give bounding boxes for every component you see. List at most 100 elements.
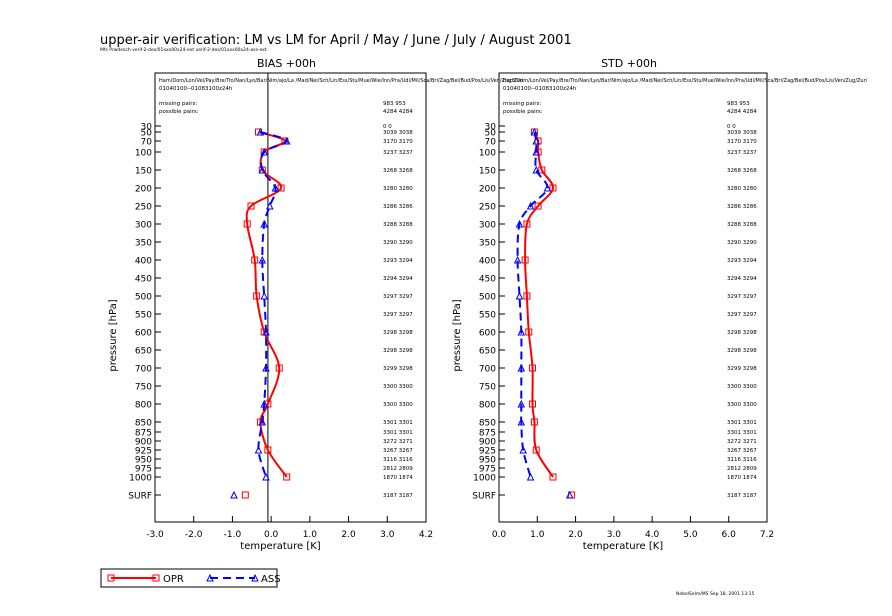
std-ass-data-point: [513, 255, 522, 264]
bias-y-tick-label: 800: [135, 401, 152, 411]
legend-opr-label: OPR: [163, 574, 184, 585]
std-opr-data-point: [538, 166, 546, 174]
std-opr-data-point: [529, 364, 536, 372]
std-opr-data-point: [523, 292, 531, 300]
std-station-list: Ham/Dom/Lon/Vel/Pay/Bre/Tro/Nan/Lyo/Bar/…: [503, 78, 868, 84]
std-opr-data-point: [530, 418, 538, 426]
std-y-tick-label: 800: [479, 401, 496, 411]
bias-y-tick-label: 350: [135, 239, 152, 249]
std-missing-pairs-label: missing pairs:: [503, 101, 541, 107]
bias-ass-data-point: [262, 363, 270, 372]
bias-x-tick-label: 4.2: [419, 530, 433, 540]
bias-ass-data-point: [260, 147, 269, 156]
bias-x-tick-label: 1.0: [303, 530, 318, 540]
legend-opr-marker: [107, 574, 115, 582]
std-y-tick-label: 200: [479, 185, 496, 195]
std-y-tick-label: 500: [479, 293, 496, 303]
std-ass-data-point: [515, 291, 524, 300]
bias-plot-frame: [154, 72, 427, 523]
std-ass-data-point: [517, 327, 526, 336]
std-panel-title: STD +00h: [601, 57, 657, 70]
std-pair-count: 3170 3170: [727, 139, 757, 145]
std-missing-pairs-values: 983 953: [727, 101, 750, 107]
std-pair-count: 2812 2809: [727, 466, 757, 472]
bias-y-tick-label: 100: [135, 149, 152, 159]
std-panel: STD +00h Ham/Dom/Lon/Vel/Pay/Bre/Tro/Nan/…: [452, 57, 868, 552]
std-pair-count: 0 0: [727, 124, 736, 130]
figure-title: upper-air verification: LM vs LM for Apr…: [100, 33, 572, 48]
std-y-tick-label: 450: [479, 275, 496, 285]
legend-ass-label: ASS: [261, 574, 281, 585]
std-y-tick-label: 70: [485, 138, 497, 148]
std-pair-count: 1870 1874: [727, 475, 757, 481]
std-ass-data-point: [532, 147, 541, 156]
std-y-tick-label: 975: [479, 465, 496, 475]
legend-box: [100, 568, 278, 588]
legend-ass-marker: [251, 573, 259, 582]
bias-y-tick-label: 1000: [129, 474, 152, 484]
bias-x-axis-label: temperature [K]: [240, 541, 320, 552]
bias-pair-count: 3301 3301: [383, 430, 413, 436]
std-pair-count: 3039 3038: [727, 130, 757, 136]
bias-pair-count: 3297 3297: [383, 294, 413, 300]
bias-pair-count: 3272 3271: [383, 439, 413, 445]
bias-pair-count: 3298 3298: [383, 330, 413, 336]
bias-y-tick-label: 600: [135, 329, 152, 339]
bias-missing-pairs-label: missing pairs:: [159, 101, 197, 107]
std-y-tick-label: 300: [479, 221, 496, 231]
bias-pair-count: 3298 3298: [383, 348, 413, 354]
std-y-tick-label: 925: [479, 447, 496, 457]
std-opr-series-line: [524, 131, 554, 478]
std-ass-data-point: [515, 219, 524, 228]
bias-y-tick-label: 900: [135, 438, 152, 448]
bias-possible-pairs-label: possible pairs:: [159, 109, 199, 115]
std-ass-series-line: [516, 131, 549, 478]
std-y-tick-label: 950: [479, 456, 496, 466]
bias-y-tick-label: 70: [141, 138, 153, 148]
std-x-tick-label: 1.0: [530, 530, 545, 540]
bias-missing-pairs-values: 983 953: [383, 101, 406, 107]
std-y-tick-label: 50: [485, 129, 497, 139]
std-pair-count: 3297 3297: [727, 294, 757, 300]
std-x-tick-label: 5.0: [683, 530, 698, 540]
std-y-tick-label: 250: [479, 203, 496, 213]
std-pair-count: 3286 3286: [727, 204, 757, 210]
bias-pair-count: 3299 3298: [383, 366, 413, 372]
bias-opr-data-point: [253, 292, 261, 300]
bias-opr-surface-point: [241, 491, 249, 499]
std-pair-count: 3288 3288: [727, 222, 757, 228]
std-pair-count: 3293 3294: [727, 258, 757, 264]
std-ass-surface-point: [565, 490, 574, 499]
bias-ass-data-point: [258, 417, 267, 426]
std-pair-count: 3301 3301: [727, 430, 757, 436]
bias-opr-data-point: [247, 202, 255, 210]
bias-y-tick-label: 250: [135, 203, 152, 213]
bias-ass-data-point: [271, 183, 280, 192]
std-opr-data-point: [523, 220, 531, 228]
bias-pair-count: 3116 3116: [383, 457, 413, 463]
std-y-tick-label: SURF: [472, 492, 496, 502]
bias-pair-count: 3237 3237: [383, 150, 413, 156]
std-pair-count: 3290 3290: [727, 240, 757, 246]
std-ass-data-point: [519, 445, 528, 454]
std-ass-data-point: [526, 201, 535, 210]
std-pair-count: 3267 3267: [727, 448, 757, 454]
std-ass-data-point: [543, 183, 552, 192]
std-ass-data-point: [517, 399, 526, 408]
std-y-tick-label: 350: [479, 239, 496, 249]
bias-y-tick-label: 875: [135, 429, 152, 439]
std-y-tick-label: 700: [479, 365, 496, 375]
bias-pair-count: 3286 3286: [383, 204, 413, 210]
std-y-tick-label: 150: [479, 167, 496, 177]
bias-pair-count: 3290 3290: [383, 240, 413, 246]
bias-ass-data-point: [262, 327, 270, 336]
std-x-tick-label: 6.0: [722, 530, 737, 540]
bias-opr-data-point: [251, 256, 259, 264]
bias-period-label: 01040100--01083100z24h: [159, 86, 233, 92]
bias-opr-data-point: [277, 184, 285, 192]
bias-y-tick-label: 650: [135, 347, 152, 357]
bias-pair-count: 3301 3301: [383, 420, 413, 426]
std-y-tick-label: 400: [479, 257, 496, 267]
